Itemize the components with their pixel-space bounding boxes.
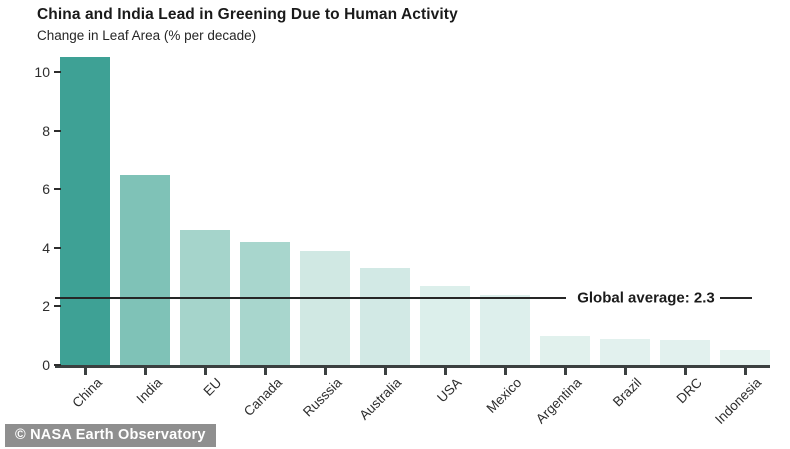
attribution-badge: © NASA Earth Observatory (5, 424, 216, 447)
bar-china (60, 57, 110, 365)
bar-usa (420, 286, 470, 365)
bar-russsia (300, 251, 350, 365)
x-label-usa: USA (434, 375, 465, 406)
y-tick-mark-8 (54, 130, 61, 132)
y-tick-mark-6 (54, 188, 61, 190)
x-tick-mark-usa (444, 368, 447, 375)
x-axis-line (55, 365, 770, 368)
x-label-australia: Australia (356, 375, 405, 423)
x-label-drc: DRC (673, 375, 705, 407)
x-tick-mark-china (84, 368, 87, 375)
x-tick-mark-brazil (624, 368, 627, 375)
bar-indonesia (720, 350, 770, 365)
x-tick-mark-eu (204, 368, 207, 375)
x-tick-mark-russsia (324, 368, 327, 375)
y-tick-mark-2 (54, 305, 61, 307)
x-tick-mark-india (144, 368, 147, 375)
bar-brazil (600, 339, 650, 365)
chart-subtitle: Change in Leaf Area (% per decade) (37, 28, 257, 43)
chart-title: China and India Lead in Greening Due to … (37, 6, 458, 23)
y-tick-label-2: 2 (42, 298, 50, 314)
global-average-label: Global average: 2.3 (577, 289, 715, 307)
y-tick-mark-0 (54, 364, 61, 366)
y-tick-label-8: 8 (42, 123, 50, 139)
y-tick-label-10: 10 (34, 64, 50, 80)
x-label-eu: EU (200, 375, 225, 399)
x-label-indonesia: Indonesia (712, 375, 765, 428)
x-tick-mark-canada (264, 368, 267, 375)
y-tick-mark-10 (54, 71, 61, 73)
bar-mexico (480, 295, 530, 365)
x-tick-mark-indonesia (744, 368, 747, 375)
x-label-china: China (69, 375, 105, 411)
x-label-brazil: Brazil (610, 375, 645, 410)
x-label-canada: Canada (240, 375, 285, 420)
x-label-india: India (133, 375, 165, 407)
x-tick-mark-argentina (564, 368, 567, 375)
x-label-argentina: Argentina (533, 375, 585, 427)
x-tick-mark-australia (384, 368, 387, 375)
x-tick-mark-drc (684, 368, 687, 375)
y-tick-mark-4 (54, 247, 61, 249)
bar-argentina (540, 336, 590, 365)
global-average-line-left (55, 297, 566, 299)
x-label-mexico: Mexico (483, 375, 525, 416)
x-label-russsia: Russsia (300, 375, 345, 420)
bar-australia (360, 268, 410, 365)
y-tick-label-4: 4 (42, 240, 50, 256)
bar-india (120, 175, 170, 365)
bar-canada (240, 242, 290, 365)
y-tick-label-6: 6 (42, 181, 50, 197)
x-tick-mark-mexico (504, 368, 507, 375)
global-average-line-right (720, 297, 752, 299)
bar-drc (660, 340, 710, 365)
y-tick-label-0: 0 (42, 357, 50, 373)
